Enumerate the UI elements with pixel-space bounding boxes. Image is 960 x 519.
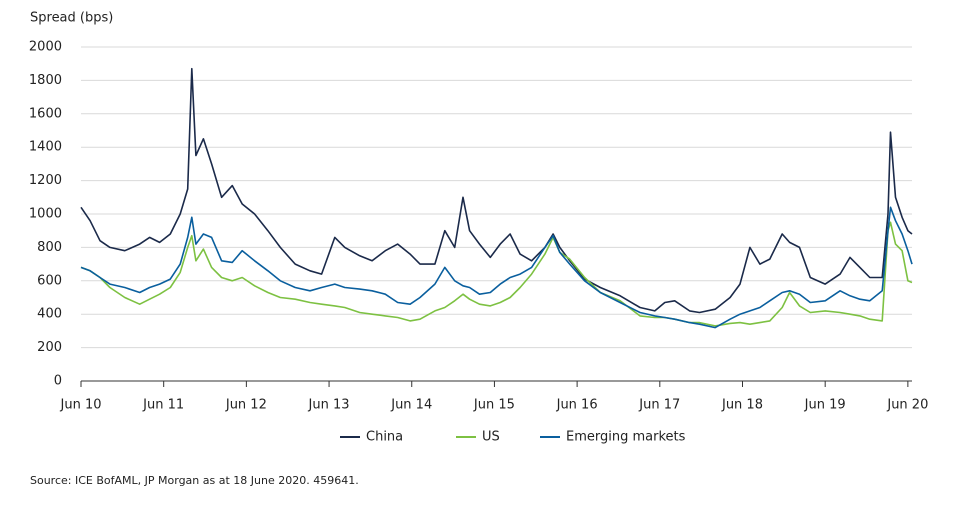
- legend-label: Emerging markets: [566, 430, 686, 445]
- y-axis-label: Spread (bps): [30, 11, 113, 26]
- series-line: [80, 221, 913, 327]
- y-tick-label: 1200: [29, 173, 62, 188]
- y-tick-label: 200: [37, 340, 62, 355]
- y-tick-label: 2000: [29, 40, 62, 55]
- x-tick-label: Jun 20: [886, 398, 928, 413]
- x-tick-label: Jun 10: [60, 398, 102, 413]
- legend-label: US: [482, 430, 500, 445]
- y-tick-label: 1000: [29, 207, 62, 222]
- x-tick-label: Jun 16: [556, 398, 598, 413]
- y-tick-label: 400: [37, 307, 62, 322]
- legend-label: China: [366, 430, 403, 445]
- y-tick-label: 1600: [29, 106, 62, 121]
- y-tick-label: 1800: [29, 73, 62, 88]
- series-line: [80, 67, 913, 314]
- x-tick-label: Jun 15: [473, 398, 515, 413]
- x-tick-label: Jun 19: [804, 398, 846, 413]
- y-tick-label: 0: [54, 374, 62, 389]
- x-tick-label: Jun 13: [308, 398, 350, 413]
- y-tick-label: 800: [37, 240, 62, 255]
- x-tick-label: Jun 12: [225, 398, 267, 413]
- source-note: Source: ICE BofAML, JP Morgan as at 18 J…: [30, 474, 359, 487]
- x-tick-label: Jun 11: [142, 398, 184, 413]
- x-tick-label: Jun 14: [390, 398, 432, 413]
- y-tick-label: 600: [37, 273, 62, 288]
- x-tick-label: Jun 18: [721, 398, 763, 413]
- series-line: [80, 206, 913, 329]
- x-tick-label: Jun 17: [638, 398, 680, 413]
- y-tick-label: 1400: [29, 140, 62, 155]
